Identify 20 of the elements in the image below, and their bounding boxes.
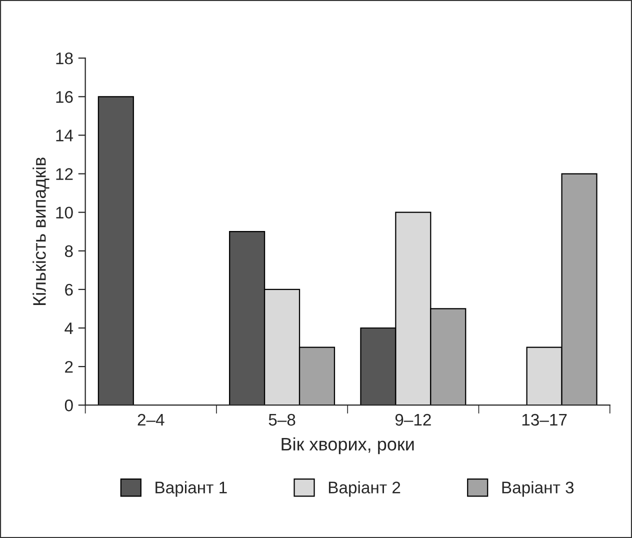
x-tick-label: 9–12 bbox=[395, 414, 431, 426]
bar bbox=[98, 96, 134, 406]
x-tick-label: 2–4 bbox=[138, 414, 164, 426]
y-tick-label: 12 bbox=[56, 168, 73, 180]
legend-label: Варіант 1 bbox=[156, 481, 227, 497]
x-tick-label: 5–8 bbox=[268, 414, 296, 426]
y-tick-label: 4 bbox=[64, 322, 74, 334]
y-tick-label: 0 bbox=[64, 400, 73, 412]
y-tick-label: 18 bbox=[56, 52, 73, 64]
legend-label: Варіант 2 bbox=[328, 481, 400, 497]
legend-label: Варіант 3 bbox=[502, 481, 574, 497]
y-tick-label: 2 bbox=[65, 360, 73, 373]
y-tick-label: 6 bbox=[65, 284, 73, 296]
y-tick-label: 16 bbox=[56, 91, 73, 103]
y-tick-label: 10 bbox=[56, 206, 73, 219]
x-axis-title: Вік хворих, роки bbox=[282, 437, 414, 454]
y-axis-title: Кількість випадків bbox=[32, 158, 50, 305]
y-tick-label: 14 bbox=[56, 130, 74, 142]
x-tick-label: 13–17 bbox=[522, 414, 567, 426]
y-tick-label: 8 bbox=[64, 245, 73, 258]
